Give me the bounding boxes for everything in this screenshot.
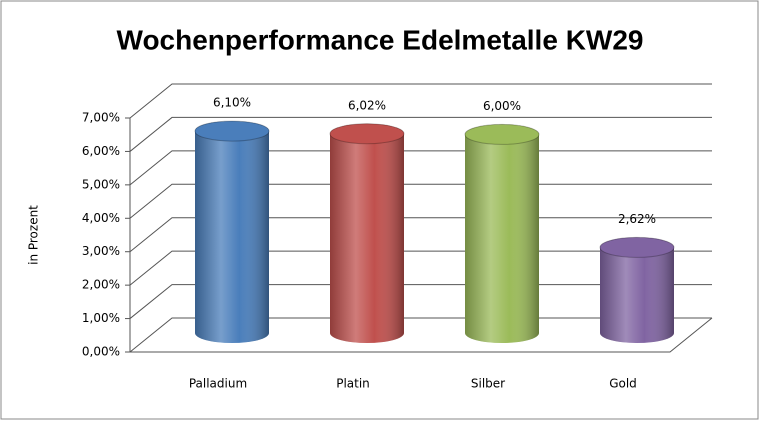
y-tick-label: 5,00%	[82, 177, 120, 191]
value-label: 6,10%	[213, 96, 251, 110]
bar-top	[194, 120, 270, 142]
y-axis-label: in Prozent	[27, 205, 41, 265]
chart-title: Wochenperformance Edelmetalle KW29	[117, 24, 644, 55]
grid-line	[129, 83, 712, 119]
y-tick-label: 6,00%	[82, 144, 120, 158]
floor	[130, 317, 713, 353]
value-label: 2,62%	[618, 212, 656, 226]
grid-line	[129, 116, 712, 152]
y-tick-label: 7,00%	[82, 111, 120, 125]
value-label: 6,02%	[348, 98, 386, 112]
y-tick-label: 3,00%	[82, 244, 120, 258]
y-tick-label: 1,00%	[82, 311, 120, 325]
x-tick-label: Platin	[336, 377, 370, 391]
x-tick-label: Gold	[609, 377, 637, 391]
value-label: 6,00%	[483, 99, 521, 113]
x-tick-label: Silber	[471, 377, 505, 391]
y-tick-label: 2,00%	[82, 278, 120, 292]
bar-shade	[465, 124, 539, 343]
y-tick-label: 4,00%	[82, 211, 120, 225]
bar-shade	[330, 123, 404, 343]
bar-top	[599, 236, 675, 258]
bar-top	[329, 123, 405, 145]
bar-shade	[600, 237, 674, 343]
bar-shade	[195, 121, 269, 343]
x-tick-label: Palladium	[189, 377, 247, 391]
bar-top	[464, 123, 540, 145]
y-tick-label: 0,00%	[82, 345, 120, 359]
